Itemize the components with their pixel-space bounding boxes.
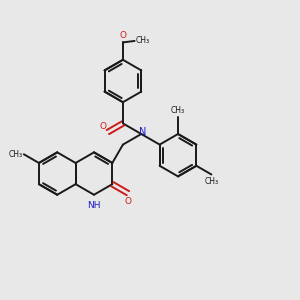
Text: CH₃: CH₃ <box>8 150 22 159</box>
Text: CH₃: CH₃ <box>204 177 218 186</box>
Text: O: O <box>119 32 126 40</box>
Text: CH₃: CH₃ <box>136 36 150 45</box>
Text: N: N <box>139 127 146 136</box>
Text: O: O <box>125 197 132 206</box>
Text: NH: NH <box>87 201 101 210</box>
Text: O: O <box>99 122 106 131</box>
Text: CH₃: CH₃ <box>171 106 185 115</box>
